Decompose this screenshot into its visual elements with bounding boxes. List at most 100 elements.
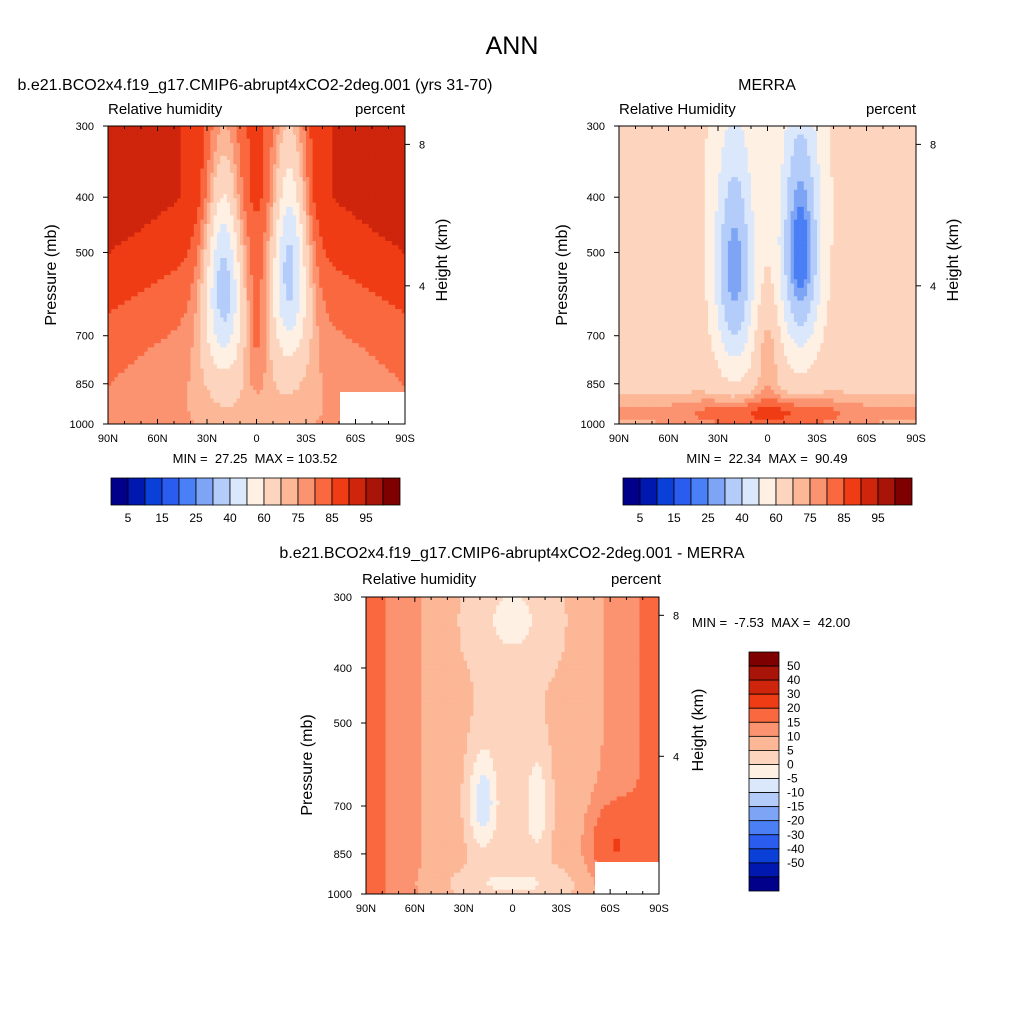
contour-cell — [325, 138, 330, 144]
contour-cell — [144, 262, 149, 268]
contour-cell — [339, 143, 343, 148]
contour-cell — [230, 321, 234, 327]
contour-cell — [183, 360, 188, 365]
contour-cell — [296, 266, 300, 272]
contour-cell — [230, 283, 234, 289]
contour-cell — [223, 181, 228, 187]
contour-cell — [216, 223, 221, 229]
contour-cell — [203, 181, 208, 187]
contour-cell — [269, 211, 274, 216]
contour-cell — [114, 326, 119, 331]
contour-cell — [332, 321, 337, 327]
contour-cell — [325, 155, 330, 161]
contour-cell — [193, 245, 198, 251]
contour-cell — [249, 240, 254, 246]
contour-cell — [249, 257, 254, 263]
contour-cell — [319, 275, 324, 280]
contour-cell — [114, 266, 119, 272]
contour-cell — [276, 253, 281, 259]
contour-cell — [348, 249, 353, 255]
contour-cell — [210, 347, 215, 353]
contour-cell — [269, 270, 274, 276]
contour-cell — [263, 296, 267, 302]
contour-cell — [276, 300, 281, 306]
contour-cell — [240, 330, 244, 336]
contour-cell — [348, 253, 353, 259]
contour-cell — [385, 330, 390, 336]
contour-cell — [134, 143, 139, 148]
contour-cell — [187, 198, 192, 204]
contour-cell — [292, 194, 297, 199]
contour-cell — [177, 338, 182, 344]
contour-cell — [131, 155, 135, 161]
contour-cell — [365, 155, 370, 161]
contour-cell — [385, 240, 390, 246]
contour-cell — [355, 351, 360, 357]
contour-cell — [401, 215, 405, 221]
contour-cell — [282, 245, 287, 251]
contour-cell — [355, 309, 360, 314]
contour-cell — [127, 185, 132, 191]
contour-cell — [365, 296, 370, 302]
contour-cell — [391, 351, 396, 357]
contour-cell — [332, 283, 337, 289]
contour-cell — [134, 206, 139, 212]
contour-cell — [273, 355, 277, 361]
contour-cell — [137, 321, 142, 327]
contour-cell — [180, 309, 185, 314]
contour-cell — [121, 236, 126, 242]
contour-cell — [381, 194, 386, 199]
contour-cell — [134, 292, 139, 297]
contour-cell — [259, 330, 264, 336]
contour-cell — [220, 355, 225, 361]
contour-cell — [342, 304, 347, 310]
contour-cell — [164, 164, 168, 170]
contour-cell — [259, 253, 264, 259]
contour-cell — [279, 279, 284, 285]
contour-cell — [177, 304, 182, 310]
contour-cell — [137, 292, 142, 297]
contour-cell — [187, 147, 192, 153]
contour-cell — [269, 143, 274, 148]
contour-cell — [236, 202, 241, 208]
contour-cell — [121, 321, 126, 327]
contour-cell — [180, 181, 185, 187]
contour-cell — [292, 155, 297, 161]
contour-cell — [124, 287, 129, 293]
contour-cell — [249, 168, 254, 174]
contour-cell — [263, 309, 267, 314]
contour-cell — [263, 202, 267, 208]
contour-cell — [233, 292, 238, 297]
contour-cell — [164, 202, 168, 208]
contour-cell — [358, 326, 363, 331]
contour-cell — [385, 206, 390, 212]
contour-cell — [230, 164, 234, 170]
contour-cell — [220, 245, 225, 251]
contour-cell — [325, 206, 330, 212]
contour-cell — [378, 300, 383, 306]
contour-cell — [345, 168, 350, 174]
contour-cell — [302, 279, 307, 285]
contour-cell — [249, 266, 254, 272]
contour-cell — [144, 300, 149, 306]
contour-cell — [246, 130, 251, 136]
contour-cell — [358, 155, 363, 161]
contour-cell — [220, 215, 225, 221]
contour-cell — [375, 351, 380, 357]
contour-cell — [302, 338, 307, 344]
contour-cell — [207, 347, 211, 353]
contour-cell — [395, 147, 399, 153]
contour-cell — [388, 160, 393, 165]
contour-cell — [335, 292, 340, 297]
contour-cell — [372, 326, 376, 331]
contour-cell — [144, 360, 149, 365]
contour-cell — [368, 177, 373, 182]
contour-cell — [381, 287, 386, 293]
contour-cell — [395, 189, 399, 195]
contour-cell — [279, 343, 284, 348]
contour-cell — [210, 287, 215, 293]
contour-cell — [187, 143, 192, 148]
contour-cell — [249, 355, 254, 361]
contour-cell — [246, 232, 251, 238]
contour-cell — [276, 236, 281, 242]
